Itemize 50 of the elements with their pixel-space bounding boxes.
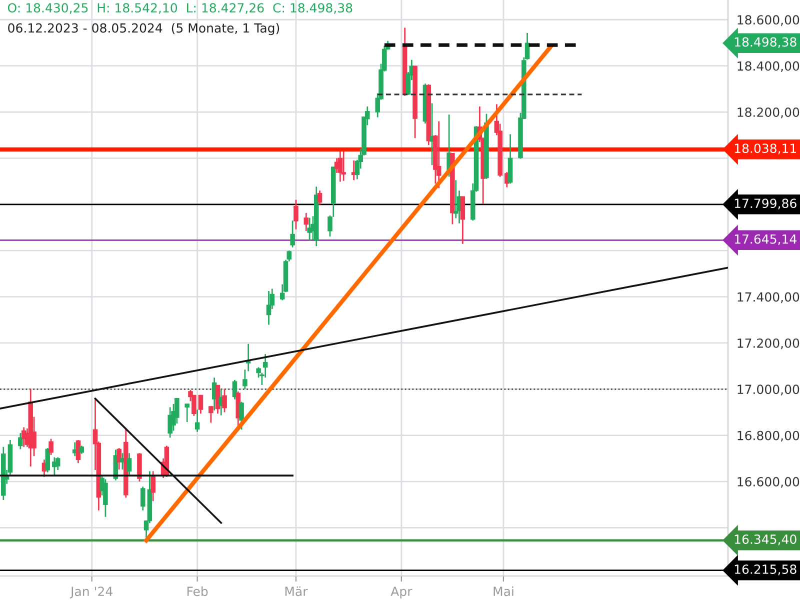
candlestick: [266, 290, 272, 326]
y-tick-label: 18.600,00: [738, 15, 800, 26]
x-tick-label: Mär: [285, 586, 308, 596]
candlestick: [290, 220, 295, 248]
x-tick-label: Jan '24: [70, 586, 112, 598]
candlestick: [222, 388, 227, 413]
y-tick-label: 17.000,00: [738, 384, 800, 396]
candlestick: [262, 353, 268, 378]
candlestick: [246, 343, 251, 372]
candlestick: [184, 403, 190, 423]
y-tick-label: 16.800,00: [738, 430, 800, 442]
ref-line-label: 17.799,86: [734, 198, 796, 210]
candlestick: [45, 447, 50, 473]
candlestick: [256, 366, 261, 378]
candlestick: [192, 394, 196, 417]
candlestick: [116, 447, 122, 470]
text: 06.12.2023 - 08.05.2024 (5 Monate, 1 Tag): [8, 23, 280, 36]
ref-line-label: 17.645,14: [734, 234, 796, 246]
y-tick-label: 17.200,00: [738, 338, 800, 350]
y-tick-label: 18.200,00: [738, 107, 800, 118]
y-tick-label: 17.400,00: [738, 292, 800, 303]
x-tick-label: Feb: [187, 586, 208, 596]
candlestick: [242, 368, 248, 390]
ref-line-label: 16.345,40: [734, 534, 796, 546]
chart-title: O: 18.430,25 H: 18.542,10 L: 18.427,26 C: 18.498,38: [8, 3, 352, 14]
candlestick: [18, 432, 23, 450]
candlestick: [55, 456, 60, 471]
candlestick: [126, 452, 132, 476]
candlestick: [460, 196, 466, 245]
candlestick: [436, 120, 442, 189]
y-tick-label: 16.600,00: [738, 477, 800, 488]
candlestick: [140, 486, 146, 512]
candlestick: [338, 150, 343, 182]
candlestick: [294, 199, 298, 230]
ref-line-label: 16.215,58: [734, 564, 796, 576]
candlestick: [304, 212, 309, 232]
candlestick: [150, 470, 156, 502]
candlestick: [208, 406, 214, 424]
candlestick: [194, 409, 200, 433]
x-tick-label: Mai: [494, 586, 514, 596]
candlestick: [341, 150, 346, 182]
candlestick: [103, 478, 108, 518]
x-tick-label: Apr: [390, 586, 412, 599]
candlestick: [239, 401, 244, 430]
ref-line-label: 18.038,11: [734, 144, 796, 154]
candlestick: [198, 394, 204, 414]
y-tick-label: 18.400,00: [738, 61, 800, 72]
candlestick: [317, 190, 322, 206]
candlestick: [48, 438, 54, 456]
text: 18.498,38: [734, 37, 796, 48]
